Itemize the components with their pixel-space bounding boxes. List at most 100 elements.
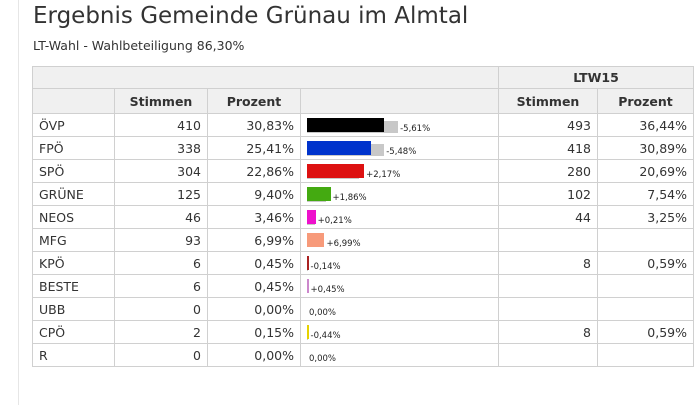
bar-wrapper: 0,00%	[307, 299, 492, 320]
group-header-row: LTW15	[32, 66, 694, 89]
table-row: KPÖ 6 0,45% -0,14% 8 0,59%	[32, 251, 694, 275]
header-prev-percent: Prozent	[597, 88, 694, 114]
page-title: Ergebnis Gemeinde Grünau im Almtal	[33, 3, 469, 29]
bar-cell: +0,45%	[300, 274, 499, 298]
current-result-bar	[307, 279, 309, 293]
prev-percent-cell: 3,25%	[597, 205, 694, 229]
party-name: MFG	[32, 228, 115, 252]
bar-wrapper: -0,44%	[307, 322, 492, 343]
prev-percent-cell	[597, 274, 694, 298]
current-result-bar	[307, 233, 325, 247]
bar-wrapper: 0,00%	[307, 345, 492, 366]
current-result-bar	[307, 141, 371, 155]
header-blank-cell	[32, 66, 499, 89]
prev-votes-cell: 8	[498, 320, 598, 344]
change-label: +6,99%	[326, 239, 361, 249]
table-row: UBB 0 0,00% 0,00%	[32, 297, 694, 321]
prev-percent-cell	[597, 297, 694, 321]
prev-votes-cell: 280	[498, 159, 598, 183]
current-result-bar	[307, 187, 331, 201]
prev-percent-cell: 20,69%	[597, 159, 694, 183]
party-name: NEOS	[32, 205, 115, 229]
change-label: +0,45%	[310, 285, 345, 295]
prev-percent-cell: 0,59%	[597, 320, 694, 344]
header-votes: Stimmen	[114, 88, 208, 114]
change-label: 0,00%	[309, 354, 337, 364]
table-row: FPÖ 338 25,41% -5,48% 418 30,89%	[32, 136, 694, 160]
bar-cell: -0,44%	[300, 320, 499, 344]
prev-votes-cell: 44	[498, 205, 598, 229]
table-row: SPÖ 304 22,86% +2,17% 280 20,69%	[32, 159, 694, 183]
prev-votes-cell	[498, 228, 598, 252]
bar-wrapper: +0,45%	[307, 276, 492, 297]
table-row: NEOS 46 3,46% +0,21% 44 3,25%	[32, 205, 694, 229]
ltw15-group-header: LTW15	[498, 66, 694, 89]
table-row: CPÖ 2 0,15% -0,44% 8 0,59%	[32, 320, 694, 344]
percent-cell: 0,00%	[207, 343, 301, 367]
percent-cell: 3,46%	[207, 205, 301, 229]
bar-wrapper: -5,48%	[307, 138, 492, 159]
page-subtitle: LT-Wahl - Wahlbeteiligung 86,30%	[33, 38, 245, 53]
party-name: R	[32, 343, 115, 367]
party-name: UBB	[32, 297, 115, 321]
column-header-row: Stimmen Prozent Stimmen Prozent	[32, 88, 694, 114]
prev-votes-cell: 418	[498, 136, 598, 160]
bar-wrapper: -0,14%	[307, 253, 492, 274]
votes-cell: 2	[114, 320, 208, 344]
bar-wrapper: +0,21%	[307, 207, 492, 228]
current-result-bar	[307, 325, 309, 339]
percent-cell: 0,15%	[207, 320, 301, 344]
prev-votes-cell	[498, 297, 598, 321]
table-row: MFG 93 6,99% +6,99%	[32, 228, 694, 252]
bar-cell: -0,14%	[300, 251, 499, 275]
prev-percent-cell	[597, 343, 694, 367]
results-table: LTW15 Stimmen Prozent Stimmen Prozent ÖV…	[32, 66, 694, 367]
bar-cell: -5,61%	[300, 113, 499, 137]
votes-cell: 0	[114, 297, 208, 321]
table-row: BESTE 6 0,45% +0,45%	[32, 274, 694, 298]
percent-cell: 30,83%	[207, 113, 301, 137]
header-prev-votes: Stimmen	[498, 88, 598, 114]
votes-cell: 6	[114, 251, 208, 275]
votes-cell: 304	[114, 159, 208, 183]
bar-cell: +0,21%	[300, 205, 499, 229]
change-label: +1,86%	[332, 193, 367, 203]
party-name: KPÖ	[32, 251, 115, 275]
prev-votes-cell: 102	[498, 182, 598, 206]
change-label: +2,17%	[366, 170, 401, 180]
votes-cell: 93	[114, 228, 208, 252]
prev-percent-cell: 7,54%	[597, 182, 694, 206]
change-label: +0,21%	[317, 216, 352, 226]
current-result-bar	[307, 210, 316, 224]
bar-cell: +2,17%	[300, 159, 499, 183]
table-row: R 0 0,00% 0,00%	[32, 343, 694, 367]
prev-votes-cell	[498, 274, 598, 298]
bar-cell: +6,99%	[300, 228, 499, 252]
header-bar-cell	[300, 88, 499, 114]
bar-cell: 0,00%	[300, 297, 499, 321]
current-result-bar	[307, 256, 309, 270]
prev-percent-cell	[597, 228, 694, 252]
party-name: FPÖ	[32, 136, 115, 160]
change-label: -5,48%	[386, 147, 417, 157]
prev-percent-cell: 30,89%	[597, 136, 694, 160]
percent-cell: 6,99%	[207, 228, 301, 252]
bar-wrapper: -5,61%	[307, 115, 492, 136]
prev-votes-cell: 8	[498, 251, 598, 275]
votes-cell: 125	[114, 182, 208, 206]
bar-cell: -5,48%	[300, 136, 499, 160]
bar-wrapper: +1,86%	[307, 184, 492, 205]
party-name: GRÜNE	[32, 182, 115, 206]
bar-wrapper: +2,17%	[307, 161, 492, 182]
bar-cell: +1,86%	[300, 182, 499, 206]
prev-votes-cell	[498, 343, 598, 367]
percent-cell: 0,00%	[207, 297, 301, 321]
percent-cell: 0,45%	[207, 251, 301, 275]
results-card: Ergebnis Gemeinde Grünau im Almtal LT-Wa…	[18, 0, 700, 405]
table-row: ÖVP 410 30,83% -5,61% 493 36,44%	[32, 113, 694, 137]
change-label: -0,14%	[310, 262, 341, 272]
percent-cell: 25,41%	[207, 136, 301, 160]
votes-cell: 0	[114, 343, 208, 367]
party-name: ÖVP	[32, 113, 115, 137]
votes-cell: 338	[114, 136, 208, 160]
